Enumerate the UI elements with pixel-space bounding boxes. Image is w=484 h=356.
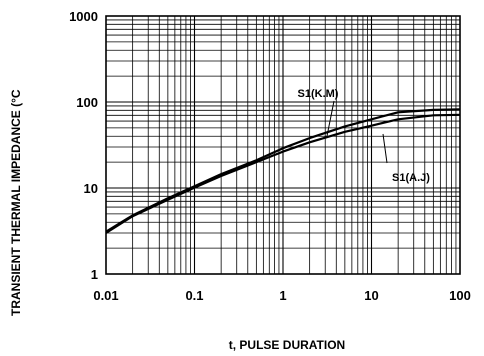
x-axis-label: t, PULSE DURATION — [229, 338, 345, 352]
annotation-km-label: S1(K.M) — [298, 88, 339, 100]
annotation-aj: S1(A.J) — [382, 133, 430, 184]
series-line-km — [105, 108, 461, 233]
y-tick-label: 10 — [84, 181, 98, 196]
annotation-aj-leader — [382, 133, 388, 164]
annotation-km: S1(K.M) — [298, 88, 339, 137]
y-tick-labels: 1 10 100 1000 — [69, 9, 98, 282]
annotation-km-leader — [326, 100, 335, 137]
x-tick-label: 0.01 — [93, 288, 118, 303]
y-tick-label: 1 — [91, 267, 98, 282]
y-tick-label: 100 — [76, 95, 98, 110]
grid — [106, 16, 460, 274]
x-tick-label: 100 — [449, 288, 471, 303]
y-axis-label: TRANSIENT THERMAL IMPEDANCE (°C — [9, 89, 23, 316]
plot-frame — [105, 15, 461, 275]
series-line-aj — [105, 113, 461, 234]
x-tick-label: 0.1 — [185, 288, 203, 303]
series-group — [105, 108, 461, 234]
x-tick-label: 10 — [364, 288, 378, 303]
x-tick-label: 1 — [279, 288, 286, 303]
annotation-aj-label: S1(A.J) — [392, 172, 430, 184]
x-tick-labels: 0.01 0.1 1 10 100 — [93, 288, 471, 303]
y-tick-label: 1000 — [69, 9, 98, 24]
